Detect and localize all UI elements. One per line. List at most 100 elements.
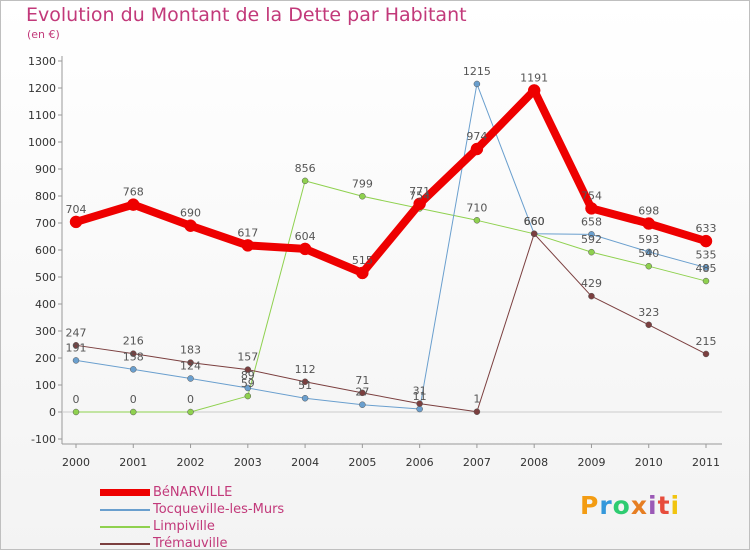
data-label-tocqueville-les-murs: 660 xyxy=(524,215,545,228)
data-point-tocqueville-les-murs xyxy=(416,405,423,413)
y-tick-label: 1300 xyxy=(28,55,56,68)
data-point-limpiville xyxy=(473,217,481,224)
y-tick-label: 100 xyxy=(35,379,56,392)
series-line-benarville xyxy=(74,86,708,277)
data-labels: 0 0 0 59 856 799 754 710 660 592 540 485 191 158 124 89… xyxy=(66,65,717,406)
data-point-tremauville xyxy=(244,366,252,373)
data-label-benarville: 515 xyxy=(352,254,373,267)
y-tick-label: 500 xyxy=(35,271,56,284)
data-point-limpiville xyxy=(702,277,710,285)
chart-subtitle: (en €) xyxy=(27,28,60,41)
data-label-limpiville: 660 xyxy=(524,215,545,228)
data-point-limpiville xyxy=(72,408,80,416)
y-tick-label: 600 xyxy=(35,244,56,257)
data-label-benarville: 754 xyxy=(581,189,602,202)
series-line-limpiville xyxy=(76,180,707,413)
data-label-tocqueville-les-murs: 1215 xyxy=(463,65,491,78)
y-tick-label: 0 xyxy=(49,406,56,419)
data-label-tremauville: 31 xyxy=(413,385,427,398)
data-point-tremauville xyxy=(72,342,80,349)
data-label-tremauville: 215 xyxy=(696,335,717,348)
x-tick-label: 2002 xyxy=(177,456,205,469)
data-label-tremauville: 71 xyxy=(355,374,369,387)
data-point-benarville xyxy=(642,217,655,230)
data-label-tremauville: 183 xyxy=(180,344,201,357)
data-point-limpiville xyxy=(359,193,366,200)
legend-swatch xyxy=(100,489,150,496)
y-tick-label: 1000 xyxy=(28,136,56,149)
data-label-limpiville: 0 xyxy=(187,393,194,406)
data-label-tremauville: 157 xyxy=(237,351,258,364)
y-tick-label: 700 xyxy=(35,217,56,230)
series-layer xyxy=(69,80,713,416)
data-label-tremauville: 1 xyxy=(473,393,480,406)
data-point-tremauville xyxy=(187,359,194,366)
data-label-limpiville: 0 xyxy=(130,393,137,406)
data-point-benarville xyxy=(585,202,598,215)
x-tick-label: 2011 xyxy=(692,456,720,469)
data-label-limpiville: 0 xyxy=(73,393,80,406)
data-point-limpiville xyxy=(187,408,194,416)
data-point-benarville xyxy=(127,198,140,211)
data-label-benarville: 604 xyxy=(295,230,316,243)
data-point-limpiville xyxy=(301,177,309,185)
x-tick-label: 2009 xyxy=(577,456,605,469)
data-label-limpiville: 59 xyxy=(241,377,255,390)
data-label-benarville: 617 xyxy=(237,226,258,239)
data-label-tremauville: 216 xyxy=(123,335,144,348)
data-label-benarville: 771 xyxy=(409,185,430,198)
data-point-tremauville xyxy=(130,350,137,357)
y-tick-label: 800 xyxy=(35,190,56,203)
data-label-benarville: 1191 xyxy=(520,71,548,84)
data-label-tocqueville-les-murs: 191 xyxy=(66,341,87,354)
data-point-benarville xyxy=(184,219,197,232)
data-label-tocqueville-les-murs: 124 xyxy=(180,360,201,373)
data-label-benarville: 704 xyxy=(66,203,87,216)
y-tick-label: 300 xyxy=(35,325,56,338)
data-point-benarville xyxy=(356,266,369,280)
data-point-benarville xyxy=(69,215,83,229)
legend-swatch xyxy=(100,543,150,545)
data-point-tocqueville-les-murs xyxy=(473,80,481,88)
data-point-benarville xyxy=(241,239,255,252)
x-tick-label: 2007 xyxy=(463,456,491,469)
data-point-tremauville xyxy=(416,400,423,407)
axes: -100010020030040050060070080090010001100… xyxy=(28,55,722,469)
data-point-tremauville xyxy=(588,292,595,300)
legend-swatch xyxy=(100,509,150,511)
data-label-limpiville: 856 xyxy=(295,162,316,175)
data-label-tremauville: 323 xyxy=(638,306,659,319)
data-point-benarville xyxy=(527,84,541,97)
data-label-tremauville: 660 xyxy=(524,215,545,228)
data-point-benarville xyxy=(470,142,484,156)
y-tick-label: 200 xyxy=(35,352,56,365)
data-point-tremauville xyxy=(301,378,309,386)
y-tick-label: 400 xyxy=(35,298,56,311)
x-tick-label: 2004 xyxy=(291,456,319,469)
x-tick-label: 2000 xyxy=(62,456,90,469)
data-label-limpiville: 754 xyxy=(409,189,430,202)
x-tick-label: 2010 xyxy=(635,456,663,469)
data-label-tocqueville-les-murs: 593 xyxy=(638,233,659,246)
x-tick-label: 2003 xyxy=(234,456,262,469)
data-point-tocqueville-les-murs xyxy=(72,357,80,364)
series-line-tocqueville-les-murs xyxy=(75,83,707,410)
data-point-tocqueville-les-murs xyxy=(187,375,194,382)
data-label-tocqueville-les-murs: 51 xyxy=(298,379,312,392)
y-tick-label: 1200 xyxy=(28,82,56,95)
legend-swatch xyxy=(100,526,150,528)
data-label-benarville: 690 xyxy=(180,207,201,220)
x-tick-label: 2001 xyxy=(119,456,147,469)
data-label-tocqueville-les-murs: 11 xyxy=(413,390,427,403)
legend-label: Trémauville xyxy=(153,536,228,551)
data-label-benarville: 698 xyxy=(638,205,659,218)
data-point-tocqueville-les-murs xyxy=(588,231,595,238)
x-tick-label: 2008 xyxy=(520,456,548,469)
data-point-limpiville xyxy=(244,392,252,400)
data-label-tocqueville-les-murs: 27 xyxy=(355,386,369,399)
data-label-tocqueville-les-murs: 535 xyxy=(696,249,717,262)
y-tick-label: -100 xyxy=(31,433,56,446)
proxiti-logo: Proxiti xyxy=(580,491,681,520)
data-label-limpiville: 799 xyxy=(352,177,373,190)
